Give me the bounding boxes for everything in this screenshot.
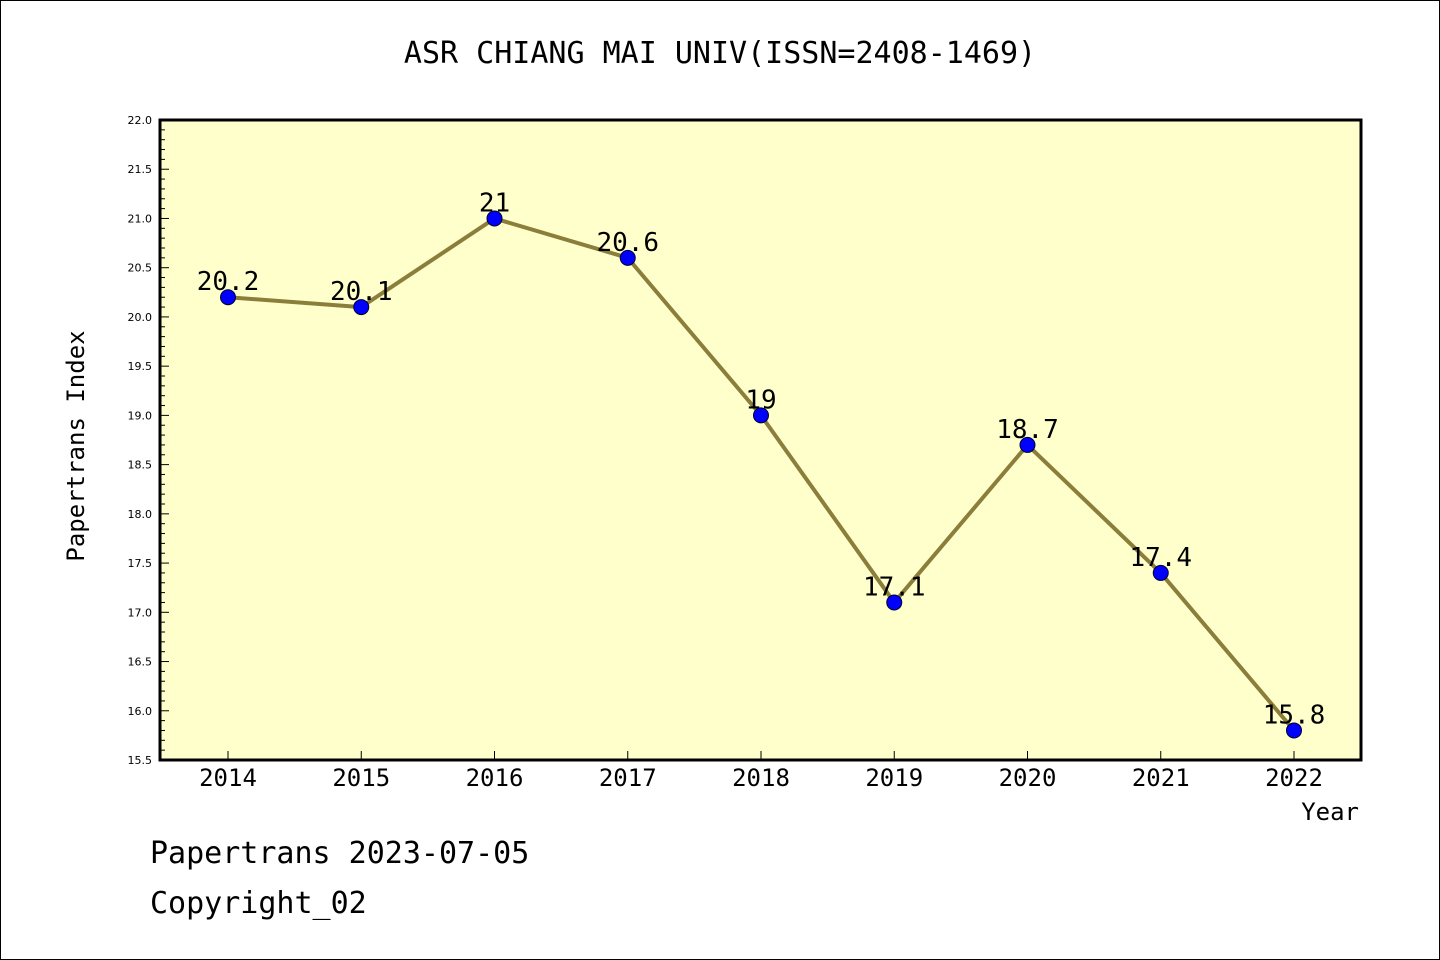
data-point <box>1152 564 1169 581</box>
x-tick-label: 2019 <box>865 764 923 792</box>
data-point <box>1286 722 1302 739</box>
data-label: 17.4 <box>1129 543 1192 573</box>
data-label: 18.7 <box>996 415 1059 445</box>
data-point <box>619 249 636 266</box>
footer-date: Papertrans 2023-07-05 <box>150 836 530 871</box>
y-tick-label: 18.0 <box>128 508 153 521</box>
x-tick-label: 2020 <box>999 764 1057 792</box>
y-tick-label: 17.5 <box>128 557 153 570</box>
data-label: 20.6 <box>596 228 659 258</box>
y-axis: 15.5 16.0 16.5 17.0 17.5 18.0 18.5 19.0 19.5 20.0… <box>128 114 169 767</box>
x-axis: 2014 2015 2016 2017 2018 2019 2020 2021 2022 <box>199 751 1323 792</box>
y-tick-label: 20.5 <box>128 262 153 275</box>
y-axis-label: Papertrans Index <box>62 330 90 561</box>
x-tick-label: 2022 <box>1265 764 1323 792</box>
data-point <box>353 299 370 316</box>
y-tick-label: 17.0 <box>128 606 153 619</box>
x-tick-label: 2017 <box>599 764 657 792</box>
data-label: 17.1 <box>863 572 926 602</box>
y-tick-label: 18.5 <box>128 459 153 472</box>
data-markers <box>220 210 1302 739</box>
data-point <box>753 407 769 424</box>
y-tick-label: 19.0 <box>128 409 153 422</box>
data-label: 20.2 <box>197 267 260 297</box>
y-tick-label: 20.0 <box>128 311 153 324</box>
footer-copyright: Copyright_02 <box>150 886 367 921</box>
y-tick-label: 21.5 <box>128 163 153 176</box>
y-tick-label: 15.5 <box>128 754 153 767</box>
chart-title: ASR CHIANG MAI UNIV(ISSN=2408-1469) <box>403 36 1037 71</box>
data-point <box>486 210 503 227</box>
data-label: 20.1 <box>330 277 393 307</box>
y-tick-label: 22.0 <box>128 114 153 127</box>
x-axis-label: Year <box>1301 798 1359 826</box>
y-tick-label: 19.5 <box>128 360 153 373</box>
x-tick-label: 2021 <box>1132 764 1190 792</box>
y-tick-label: 16.0 <box>128 705 153 718</box>
y-tick-label: 16.5 <box>128 656 153 669</box>
y-tick-label: 21.0 <box>128 212 153 225</box>
x-tick-label: 2014 <box>199 764 257 792</box>
x-tick-label: 2016 <box>466 764 524 792</box>
x-tick-label: 2018 <box>732 764 790 792</box>
data-labels: 20.2 20.1 21 20.6 19 17.1 18.7 17.4 15.8 <box>197 188 1326 730</box>
data-point <box>1019 436 1036 453</box>
data-point <box>886 594 903 611</box>
data-label: 15.8 <box>1263 700 1326 730</box>
data-label: 19 <box>745 385 776 415</box>
x-tick-label: 2015 <box>332 764 390 792</box>
plot-area <box>158 118 1363 762</box>
data-label: 21 <box>479 188 510 218</box>
data-point <box>220 289 236 306</box>
